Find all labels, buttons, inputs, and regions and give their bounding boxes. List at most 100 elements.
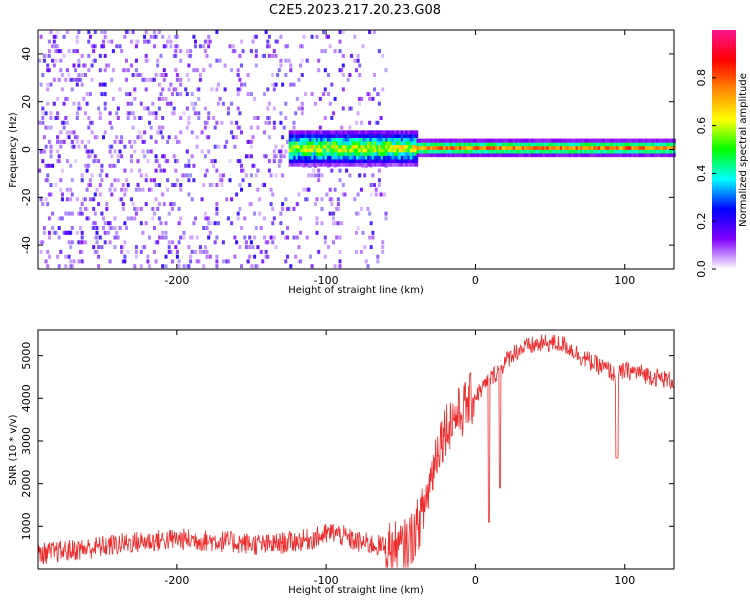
heatmap-cell — [326, 130, 331, 135]
heatmap-cell — [284, 73, 288, 77]
heatmap-cell — [347, 148, 351, 153]
heatmap-cell — [347, 151, 351, 156]
heatmap-cell — [267, 135, 271, 140]
heatmap-cell — [174, 183, 178, 187]
heatmap-cell — [425, 138, 430, 143]
heatmap-cell — [409, 141, 414, 146]
heatmap-cell — [356, 226, 360, 230]
y-tick-label: 20 — [20, 95, 33, 109]
heatmap-cell — [164, 264, 168, 269]
heatmap-cell — [103, 68, 107, 73]
heatmap-cell — [611, 142, 616, 147]
heatmap-cell — [187, 120, 191, 125]
heatmap-cell — [80, 202, 84, 207]
heatmap-cell — [47, 49, 51, 54]
heatmap-cell — [521, 142, 526, 147]
heatmap-cell — [333, 159, 338, 164]
heatmap-cell — [344, 151, 349, 156]
heatmap-cell — [313, 134, 318, 138]
heatmap-cell — [162, 202, 166, 207]
heatmap-cell — [381, 87, 385, 92]
heatmap-cell — [362, 151, 367, 156]
heatmap-cell — [297, 106, 301, 111]
heatmap-cell — [113, 235, 117, 240]
heatmap-cell — [115, 135, 119, 140]
heatmap-cell — [328, 44, 332, 49]
heatmap-cell — [235, 192, 239, 197]
heatmap-cell — [405, 148, 410, 153]
heatmap-cell — [521, 153, 526, 158]
heatmap-cell — [263, 130, 266, 135]
heatmap-cell — [221, 173, 225, 178]
heatmap-cell — [302, 159, 307, 164]
heatmap-cell — [443, 138, 448, 143]
heatmap-cell — [367, 159, 372, 164]
heatmap-cell — [161, 264, 165, 269]
heatmap-cell — [586, 145, 591, 150]
heatmap-cell — [629, 138, 634, 143]
heatmap-cell — [115, 235, 119, 240]
heatmap-cell — [272, 125, 276, 130]
heatmap-cell — [327, 34, 330, 39]
heatmap-cell — [638, 142, 643, 147]
heatmap-cell — [340, 221, 344, 226]
heatmap-cell — [304, 151, 309, 156]
heatmap-cell — [286, 235, 289, 240]
y-tick-label: -40 — [20, 236, 33, 254]
heatmap-cell — [65, 120, 69, 125]
heatmap-cell — [317, 137, 322, 142]
heatmap-cell — [107, 230, 110, 235]
heatmap-cell — [299, 216, 303, 221]
heatmap-cell — [333, 49, 337, 54]
heatmap-cell — [472, 142, 477, 147]
heatmap-cell — [42, 58, 46, 63]
heatmap-cell — [371, 148, 376, 153]
heatmap-cell — [203, 245, 207, 250]
heatmap-cell — [394, 141, 399, 146]
heatmap-cell — [92, 44, 96, 49]
heatmap-cell — [400, 151, 405, 156]
heatmap-cell — [441, 145, 446, 150]
heatmap-cell — [240, 39, 243, 44]
heatmap-cell — [111, 68, 115, 73]
heatmap-cell — [179, 77, 183, 82]
heatmap-cell — [256, 125, 260, 130]
heatmap-cell — [148, 77, 151, 82]
heatmap-cell — [629, 149, 634, 154]
x-tick-label: -100 — [314, 274, 339, 287]
heatmap-cell — [317, 178, 321, 183]
heatmap-cell — [647, 142, 652, 147]
heatmap-cell — [207, 216, 211, 221]
heatmap-cell — [389, 159, 394, 164]
heatmap-cell — [369, 130, 374, 135]
heatmap-cell — [391, 144, 396, 149]
heatmap-cell — [360, 162, 365, 167]
heatmap-cell — [517, 145, 522, 150]
heatmap-cell — [305, 197, 309, 202]
heatmap-cell — [110, 39, 114, 44]
heatmap-cell — [324, 155, 329, 160]
heatmap-cell — [311, 151, 316, 156]
heatmap-cell — [279, 34, 283, 39]
heatmap-cell — [476, 149, 481, 154]
heatmap-cell — [249, 154, 253, 159]
heatmap-cell — [602, 142, 607, 147]
heatmap-cell — [128, 92, 132, 97]
heatmap-cell — [353, 58, 357, 63]
heatmap-cell — [508, 153, 513, 158]
heatmap-cell — [600, 142, 605, 147]
heatmap-cell — [344, 141, 349, 146]
heatmap-cell — [230, 101, 234, 106]
heatmap-cell — [640, 138, 645, 143]
heatmap-cell — [153, 44, 156, 49]
heatmap-cell — [281, 82, 285, 87]
heatmap-cell — [329, 155, 334, 160]
heatmap-cell — [377, 168, 381, 173]
heatmap-cell — [385, 162, 390, 167]
heatmap-cell — [356, 211, 360, 216]
heatmap-cell — [351, 151, 356, 156]
heatmap-cell — [398, 130, 403, 135]
heatmap-cell — [65, 30, 69, 34]
heatmap-cell — [52, 77, 56, 82]
